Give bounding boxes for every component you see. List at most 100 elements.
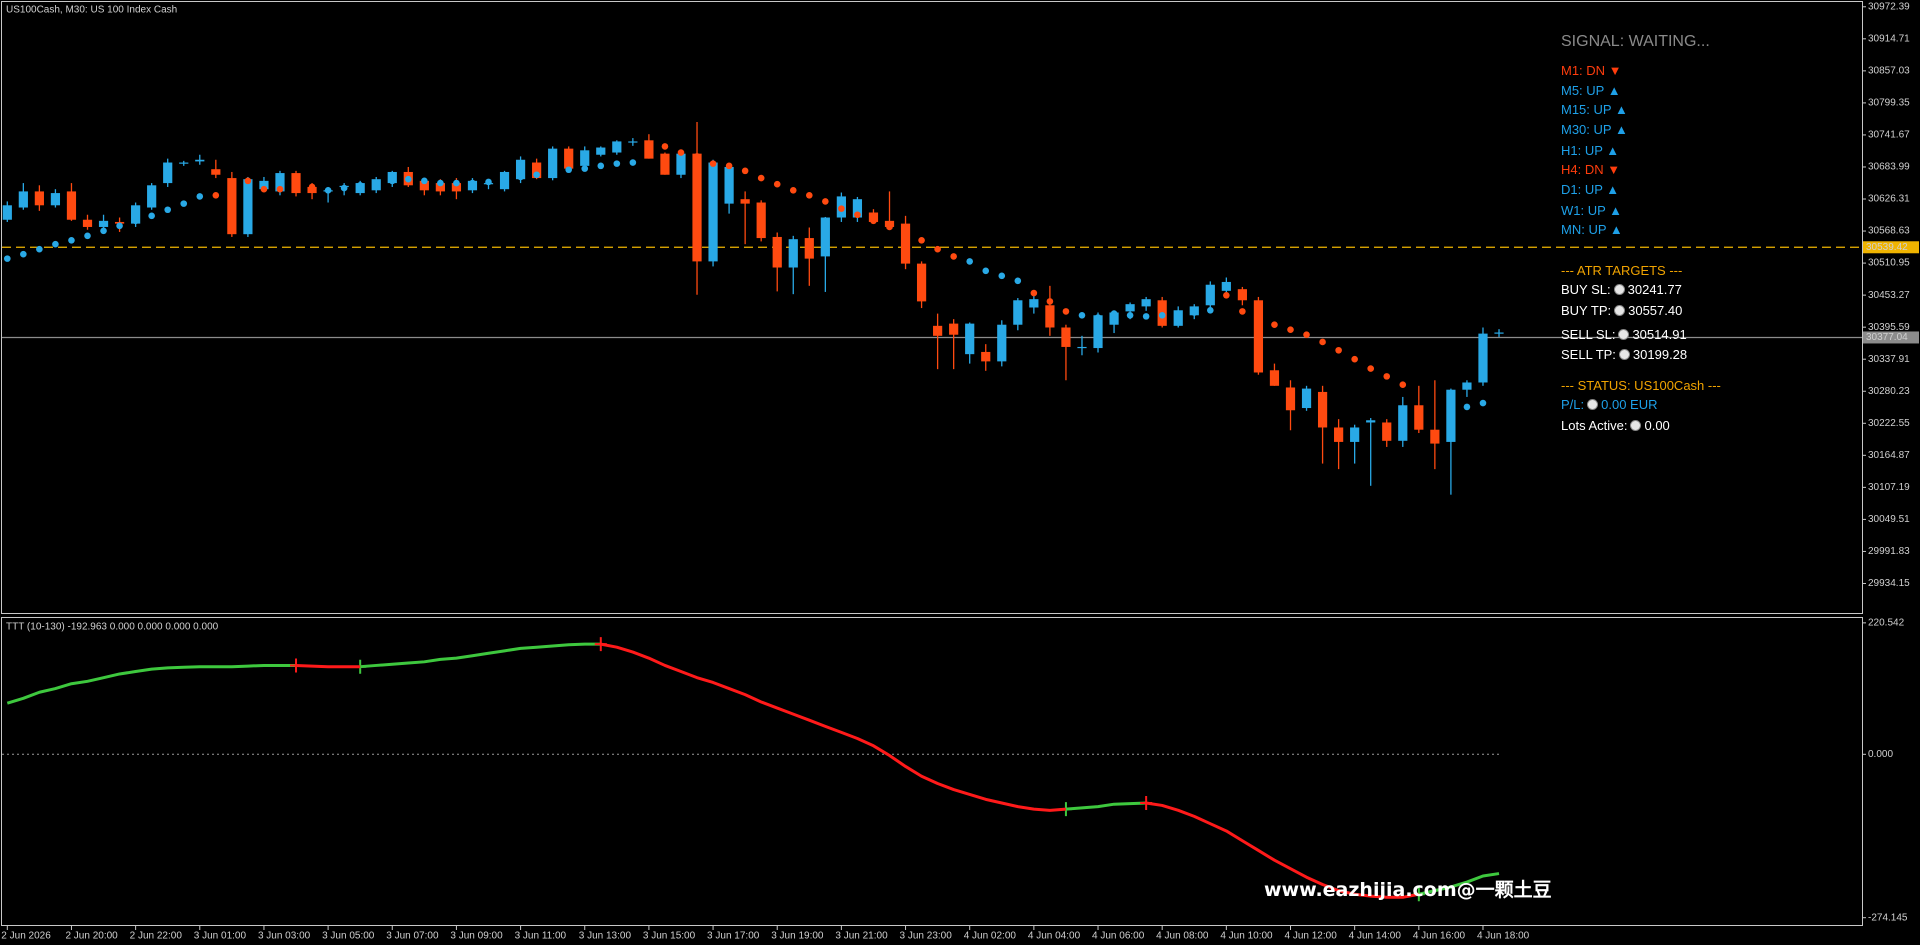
x-tick-label: 3 Jun 09:00 xyxy=(450,931,503,942)
timeframe-text: M1: DN ▼ xyxy=(1561,63,1622,78)
sar-dot xyxy=(677,149,685,156)
sar-dot xyxy=(276,185,284,193)
sar-dot xyxy=(1030,289,1038,297)
sar-dot xyxy=(533,171,540,179)
sar-dot xyxy=(501,177,508,185)
x-tick-label: 4 Jun 14:00 xyxy=(1349,931,1402,942)
main-frame xyxy=(1,1,1863,614)
y-tick-label: 30280.23 xyxy=(1868,386,1910,397)
x-tick-label: 3 Jun 07:00 xyxy=(386,931,439,942)
y-tick-label: 30337.91 xyxy=(1868,354,1910,365)
candle-body xyxy=(708,162,718,262)
candle-body xyxy=(131,205,141,224)
coin-icon xyxy=(1614,305,1626,316)
timeframe-row: M30: UP ▲ xyxy=(1561,122,1628,138)
x-tick-label: 4 Jun 06:00 xyxy=(1092,931,1145,942)
target-value: 30514.91 xyxy=(1632,327,1687,342)
y-tick-label: 30568.63 xyxy=(1868,226,1910,237)
timeframe-text: W1: UP ▲ xyxy=(1561,203,1623,218)
y-tick-label: 29991.83 xyxy=(1868,546,1910,557)
sar-dot xyxy=(822,198,829,205)
x-tick-label: 4 Jun 16:00 xyxy=(1413,931,1466,942)
sar-dot xyxy=(757,174,765,182)
candle-body xyxy=(676,153,686,175)
target-row: SELL TP: 30199.28 xyxy=(1561,347,1687,363)
sar-dot xyxy=(549,168,556,176)
coin-icon xyxy=(1587,399,1599,410)
sar-dot xyxy=(966,258,973,265)
indicator-line xyxy=(6,642,1500,896)
x-tick-label: 4 Jun 12:00 xyxy=(1285,931,1338,942)
sar-dot xyxy=(196,193,204,200)
candle-body xyxy=(147,185,157,208)
sar-dot xyxy=(212,191,220,199)
candle-body xyxy=(1045,305,1055,328)
x-tick-label: 3 Jun 23:00 xyxy=(900,931,953,942)
sar-dot xyxy=(68,236,75,244)
x-tick-label: 3 Jun 15:00 xyxy=(643,931,696,942)
sar-dot xyxy=(950,253,957,260)
candle-body xyxy=(163,162,173,184)
candle-body xyxy=(275,173,285,192)
sar-dot xyxy=(1094,314,1102,321)
timeframe-row: M1: DN ▼ xyxy=(1561,63,1622,79)
sar-dot xyxy=(1303,331,1310,339)
candle-body xyxy=(820,217,830,257)
candle-body xyxy=(195,159,205,162)
signal-text: SIGNAL: WAITING... xyxy=(1561,33,1710,50)
timeframe-row: MN: UP ▲ xyxy=(1561,222,1623,238)
candle-body xyxy=(868,212,879,222)
pl-label: P/L: xyxy=(1561,397,1585,412)
sar-dot xyxy=(437,179,444,187)
sar-dot xyxy=(116,222,123,230)
timeframe-row: W1: UP ▲ xyxy=(1561,203,1622,219)
coin-icon xyxy=(1613,284,1625,295)
x-tick-label: 2 Jun 20:00 xyxy=(65,931,118,942)
candle-body xyxy=(548,148,558,179)
timeframe-row: D1: UP ▲ xyxy=(1561,182,1619,198)
target-row: SELL SL: 30514.91 xyxy=(1561,327,1687,343)
sar-dot xyxy=(20,250,27,258)
sar-dot xyxy=(1335,346,1342,354)
candle-body xyxy=(740,199,750,204)
candle-body xyxy=(435,183,445,192)
timeframe-row: M15: UP ▲ xyxy=(1561,102,1628,118)
candle-body xyxy=(50,193,61,206)
candle-body xyxy=(291,173,301,194)
sar-dot xyxy=(485,178,492,186)
sar-dot xyxy=(1014,277,1022,285)
timeframe-row: H1: UP ▲ xyxy=(1561,143,1619,159)
x-tick-label: 4 Jun 02:00 xyxy=(964,931,1017,942)
y-tick-label: 30972.39 xyxy=(1868,1,1910,12)
sar-dot xyxy=(260,185,268,193)
coin-icon xyxy=(1618,329,1630,340)
timeframe-text: M15: UP ▲ xyxy=(1561,102,1628,117)
candle-body xyxy=(916,263,927,302)
candle-body xyxy=(804,238,814,259)
sar-dot xyxy=(934,245,941,253)
sar-dot xyxy=(1351,355,1358,363)
sar-dot xyxy=(1046,298,1054,305)
status-title: --- STATUS: US100Cash --- xyxy=(1561,378,1721,393)
sar-dot xyxy=(1255,316,1262,324)
candle-body xyxy=(419,180,429,191)
candle-body xyxy=(788,239,798,268)
y-tick-label: 29934.15 xyxy=(1868,578,1910,589)
sar-dot xyxy=(1319,338,1326,346)
candle-body xyxy=(1109,312,1119,325)
sar-dot xyxy=(4,255,11,262)
candle-body xyxy=(1317,391,1328,428)
sar-dot xyxy=(725,162,733,170)
y-tick-label: 30049.51 xyxy=(1868,514,1910,525)
x-tick-label: 3 Jun 13:00 xyxy=(579,931,632,942)
target-label: BUY SL: xyxy=(1561,282,1611,297)
candle-body xyxy=(1301,388,1312,409)
candle-body xyxy=(1382,422,1392,441)
watermark: www.eazhijia.com@一颗土豆 xyxy=(1264,879,1552,901)
x-tick-label: 3 Jun 05:00 xyxy=(322,931,375,942)
price-label: 30539.42 xyxy=(1866,242,1908,253)
candle-body xyxy=(1221,281,1231,291)
candle-body xyxy=(179,162,189,164)
timeframe-text: H4: DN ▼ xyxy=(1561,162,1621,177)
